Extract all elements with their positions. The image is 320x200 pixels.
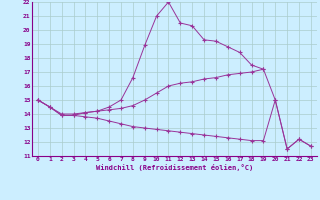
X-axis label: Windchill (Refroidissement éolien,°C): Windchill (Refroidissement éolien,°C) <box>96 164 253 171</box>
